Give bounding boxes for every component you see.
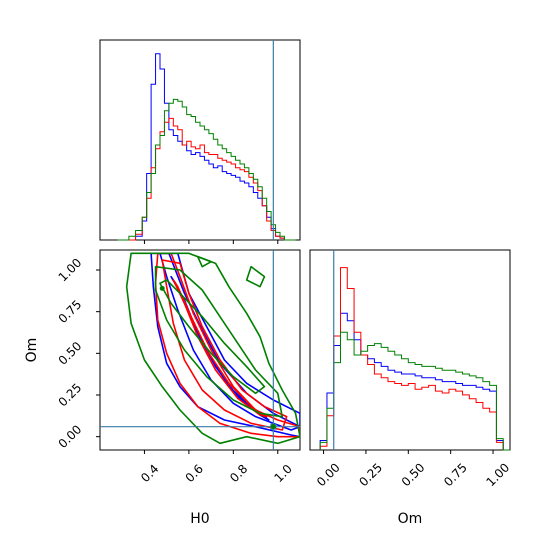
contour-level-green xyxy=(196,255,212,268)
joint-y-ticks: 0.00 0.25 0.50 0.75 1.00 xyxy=(56,256,100,451)
h0-histogram-frame xyxy=(99,39,301,241)
contour-level-green xyxy=(159,279,266,395)
joint-markers xyxy=(159,285,276,430)
joint-y-tick-label: 0.50 xyxy=(56,339,85,368)
om-histogram-blue-series xyxy=(319,312,510,451)
om-x-tick-label: 0.25 xyxy=(356,460,385,489)
joint-x-ticks: 0.4 0.6 0.8 1.0 xyxy=(138,450,295,485)
y-axis-label-om: Om xyxy=(24,338,40,363)
joint-truth-lines xyxy=(100,250,300,450)
h0-histogram-panel xyxy=(99,39,301,244)
contour-level-green xyxy=(125,252,300,445)
joint-y-tick-label: 1.00 xyxy=(56,256,85,285)
joint-contours xyxy=(125,252,300,445)
om-histogram-series xyxy=(319,267,510,451)
contour-level-green xyxy=(154,265,284,418)
om-histogram-frame xyxy=(309,249,511,451)
joint-x-tick-label: 0.6 xyxy=(183,462,206,485)
contour-level-blue xyxy=(150,252,300,438)
joint-x-tick-label: 0.4 xyxy=(138,462,161,485)
om-histogram-panel: 0.00 0.25 0.50 0.75 1.00 Om xyxy=(309,249,512,527)
joint-frame xyxy=(99,249,301,451)
h0-histogram-green-series xyxy=(117,98,296,241)
joint-y-tick-label: 0.25 xyxy=(56,381,85,410)
contour-level-red xyxy=(154,252,300,438)
om-x-ticks: 0.00 0.25 0.50 0.75 1.00 xyxy=(314,450,512,489)
contour-level-green xyxy=(245,265,266,288)
joint-contour-panel: 0.4 0.6 0.8 1.0 0.00 0.25 0.50 0.75 1.00 H0 Om xyxy=(24,249,301,527)
x-axis-label-om: Om xyxy=(398,511,423,527)
om-x-tick-label: 0.75 xyxy=(441,460,470,489)
joint-x-tick-label: 0.8 xyxy=(227,462,250,485)
h0-histogram-blue-series xyxy=(117,53,296,241)
om-histogram-red-series xyxy=(319,267,510,451)
joint-y-tick-label: 0.75 xyxy=(56,297,85,326)
joint-point-marker xyxy=(270,424,276,430)
om-x-tick-label: 1.00 xyxy=(483,460,512,489)
joint-point-marker xyxy=(159,285,165,291)
joint-y-tick-label: 0.00 xyxy=(56,422,85,451)
om-x-tick-label: 0.50 xyxy=(399,460,428,489)
h0-histogram-ticks xyxy=(143,240,279,244)
x-axis-label-h0: H0 xyxy=(190,511,209,527)
om-x-tick-label: 0.00 xyxy=(314,460,343,489)
om-histogram-green-series xyxy=(319,331,510,451)
h0-histogram-series xyxy=(117,53,296,241)
h0-histogram-red-series xyxy=(117,117,296,241)
joint-x-tick-label: 1.0 xyxy=(271,462,294,485)
